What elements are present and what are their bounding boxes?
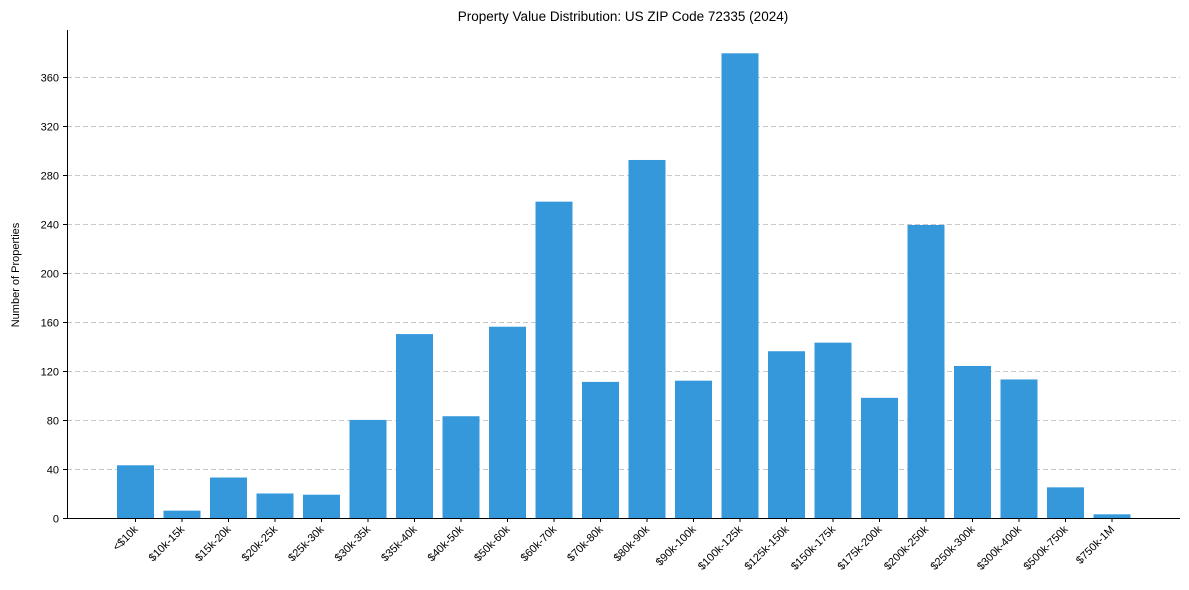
y-tick-label: 40 xyxy=(47,465,59,477)
x-tick-label: $500k-750k xyxy=(1021,523,1070,572)
y-tick-label: 200 xyxy=(41,269,59,281)
x-tick-label: $250k-300k xyxy=(928,523,977,572)
x-tick-label: $200k-250k xyxy=(882,523,931,572)
y-tick-label: 360 xyxy=(41,73,59,85)
y-tick-label: 280 xyxy=(41,171,59,183)
x-tick-label: $70k-80k xyxy=(565,523,606,564)
x-tick-label: $50k-60k xyxy=(472,523,513,564)
x-tick-label: $20k-25k xyxy=(240,523,281,564)
x-tick-label: $300k-400k xyxy=(975,523,1024,572)
y-tick-label: 240 xyxy=(41,220,59,232)
bar xyxy=(1047,487,1084,518)
x-tick-label: $60k-70k xyxy=(519,523,560,564)
x-tick-label: $100k-125k xyxy=(696,523,745,572)
x-tick-label: $125k-150k xyxy=(742,523,791,572)
bar xyxy=(814,342,852,518)
bar xyxy=(721,53,759,519)
x-tick-label: <$10k xyxy=(111,523,141,553)
bar xyxy=(396,334,433,518)
x-tick-label: $10k-15k xyxy=(147,523,188,564)
bar xyxy=(768,351,805,518)
bar xyxy=(628,159,666,518)
x-tick-label: $750k-1M xyxy=(1074,524,1117,567)
x-tick-label: $15k-20k xyxy=(193,523,234,564)
x-tick-label: $150k-175k xyxy=(789,523,838,572)
x-tick-label: $175k-200k xyxy=(835,523,884,572)
x-tick-label: $35k-40k xyxy=(379,523,420,564)
gridlines xyxy=(67,77,1180,470)
x-tick-label: $25k-30k xyxy=(286,523,327,564)
x-ticks: <$10k $10k-15k $15k-20k $20k-25k $25k-30k $30… xyxy=(111,518,1117,573)
bar xyxy=(907,224,945,518)
y-tick-label: 160 xyxy=(41,318,59,330)
bar xyxy=(256,493,294,518)
x-tick-label: $30k-35k xyxy=(333,523,374,564)
bar xyxy=(442,416,480,518)
bar xyxy=(117,465,154,518)
bar xyxy=(861,397,898,518)
bar xyxy=(489,326,526,518)
y-tick-label: 120 xyxy=(41,367,59,379)
x-tick-label: $40k-50k xyxy=(426,523,467,564)
bar xyxy=(1000,379,1038,518)
bar xyxy=(954,365,991,518)
y-tick-label: 80 xyxy=(47,416,59,428)
bar xyxy=(535,201,573,518)
bars xyxy=(117,53,1131,519)
bar xyxy=(582,381,619,518)
y-tick-label: 320 xyxy=(41,122,59,134)
x-tick-label: $80k-90k xyxy=(612,523,653,564)
axes xyxy=(67,30,1180,519)
x-tick-label: $90k-100k xyxy=(654,523,699,568)
bar xyxy=(303,494,340,518)
y-ticks: 0 40 80 120 160 200 240 280 320 360 xyxy=(41,73,67,526)
bar xyxy=(1093,514,1131,518)
chart-title: Property Value Distribution: US ZIP Code… xyxy=(458,9,788,24)
bar xyxy=(163,510,201,518)
bar xyxy=(675,380,712,518)
bar xyxy=(349,419,387,518)
y-tick-label: 0 xyxy=(53,514,59,526)
bar xyxy=(210,477,247,518)
y-axis-label: Number of Properties xyxy=(10,222,22,327)
